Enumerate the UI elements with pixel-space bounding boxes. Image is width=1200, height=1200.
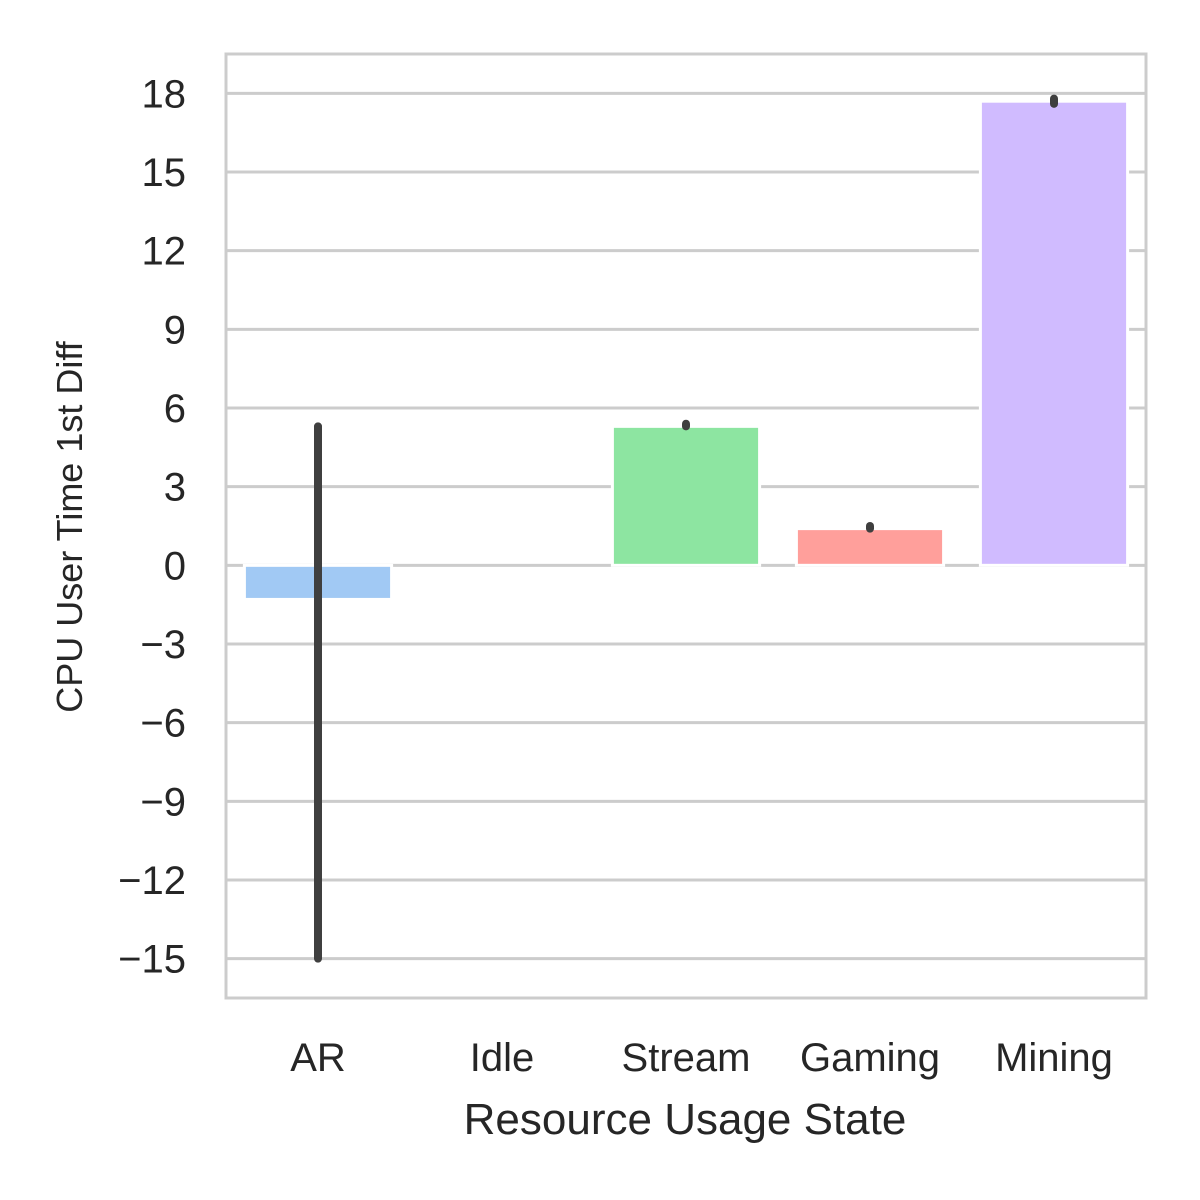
y-tick-label: −6 bbox=[140, 702, 186, 746]
y-tick-label: −9 bbox=[140, 780, 186, 824]
bar-gaming bbox=[794, 527, 946, 567]
y-tick-label: 12 bbox=[142, 230, 187, 274]
bars bbox=[242, 99, 1130, 601]
x-axis-label: Resource Usage State bbox=[464, 1095, 907, 1144]
y-tick-label: 15 bbox=[142, 151, 187, 195]
y-tick-label: −12 bbox=[118, 859, 186, 903]
x-tick-label: Mining bbox=[995, 1036, 1113, 1080]
x-tick-labels: AR Idle Stream Gaming Mining bbox=[290, 1036, 1113, 1080]
y-tick-label: 18 bbox=[142, 72, 187, 116]
x-tick-label: Stream bbox=[622, 1036, 751, 1080]
y-tick-label: 0 bbox=[164, 544, 186, 588]
bar-stream bbox=[610, 424, 762, 567]
x-tick-label: Gaming bbox=[800, 1036, 940, 1080]
y-tick-label: 9 bbox=[164, 308, 186, 352]
y-axis-label: CPU User Time 1st Diff bbox=[49, 340, 90, 712]
bar-mining bbox=[978, 99, 1130, 567]
x-tick-label: Idle bbox=[470, 1036, 535, 1080]
y-tick-label: 6 bbox=[164, 387, 186, 431]
y-tick-labels: −15 −12 −9 −6 −3 0 3 6 9 12 15 18 bbox=[118, 72, 186, 981]
x-tick-label: AR bbox=[290, 1036, 346, 1080]
y-tick-label: −3 bbox=[140, 623, 186, 667]
plot-frame bbox=[224, 52, 1148, 1000]
y-tick-label: −15 bbox=[118, 938, 186, 982]
error-bars bbox=[314, 94, 1058, 963]
y-tick-label: 3 bbox=[164, 466, 186, 510]
